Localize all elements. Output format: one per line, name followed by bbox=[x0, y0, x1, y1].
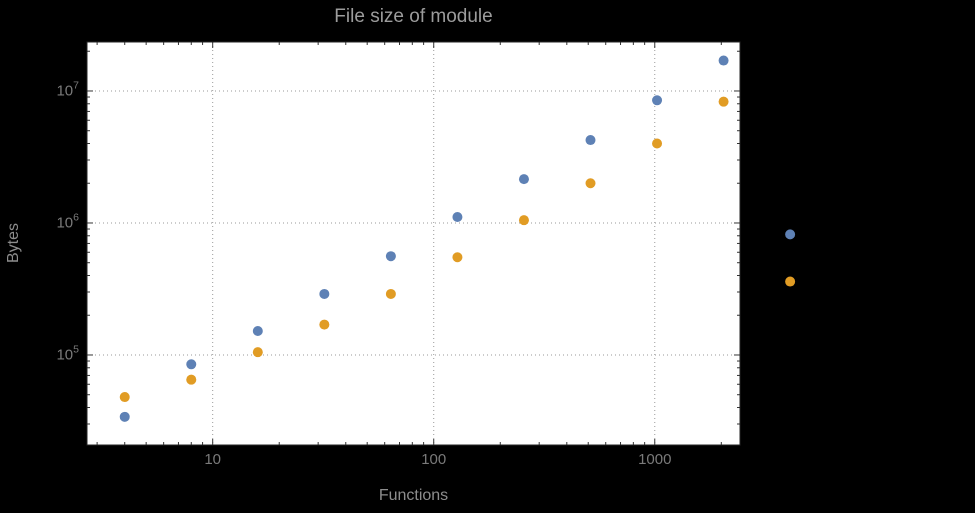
data-point-series-orange bbox=[385, 288, 396, 299]
x-axis-label: Functions bbox=[378, 487, 449, 504]
data-point-series-orange bbox=[119, 392, 130, 403]
x-tick-label: 10 bbox=[204, 451, 221, 468]
data-point-series-orange bbox=[319, 319, 330, 330]
data-point-series-blue bbox=[252, 325, 263, 336]
y-tick-label: 106 bbox=[56, 211, 79, 231]
chart-title: File size of module bbox=[334, 6, 493, 27]
plot-background bbox=[87, 42, 740, 445]
data-point-series-orange bbox=[518, 215, 529, 226]
data-point-series-blue bbox=[385, 251, 396, 262]
x-tick-label: 1000 bbox=[638, 451, 671, 468]
data-point-series-blue bbox=[119, 411, 130, 422]
y-tick-label: 107 bbox=[56, 79, 79, 99]
data-point-series-orange bbox=[785, 276, 796, 287]
data-point-series-orange bbox=[585, 178, 596, 189]
data-point-series-orange bbox=[252, 347, 263, 358]
data-point-series-blue bbox=[785, 229, 796, 240]
data-point-series-orange bbox=[718, 96, 729, 107]
y-tick-label: 105 bbox=[56, 343, 79, 363]
data-point-series-orange bbox=[186, 374, 197, 385]
x-tick-label: 100 bbox=[421, 451, 446, 468]
data-point-series-blue bbox=[585, 135, 596, 146]
data-point-series-blue bbox=[319, 288, 330, 299]
data-point-series-blue bbox=[518, 174, 529, 185]
data-point-series-orange bbox=[452, 252, 463, 263]
data-point-series-orange bbox=[652, 138, 663, 149]
plot-frame bbox=[86, 41, 741, 446]
data-point-series-blue bbox=[186, 359, 197, 370]
data-point-series-blue bbox=[452, 211, 463, 222]
data-point-series-blue bbox=[652, 95, 663, 106]
data-point-series-blue bbox=[718, 55, 729, 66]
